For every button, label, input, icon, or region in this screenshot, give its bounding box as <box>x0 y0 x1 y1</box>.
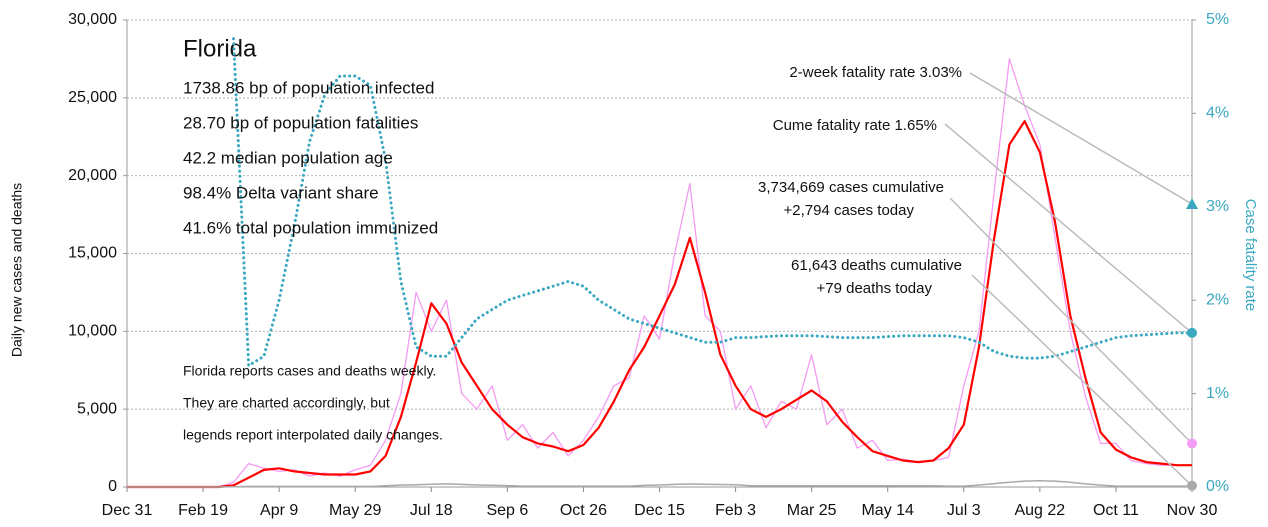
y-axis-title: Daily new cases and deaths <box>9 183 25 357</box>
leader-line <box>969 72 1193 205</box>
x-tick-label: May 14 <box>861 502 914 519</box>
x-tick-label: Jul 3 <box>947 502 981 519</box>
y2-tick-label: 5% <box>1206 11 1229 28</box>
y-tick-label: 20,000 <box>68 167 117 184</box>
info-line: 28.70 bp of population fatalities <box>183 113 418 132</box>
note-line: They are charted accordingly, but <box>183 395 390 411</box>
y2-tick-label: 2% <box>1206 291 1229 308</box>
info-line: 1738.86 bp of population infected <box>183 78 434 97</box>
marker-label: 2-week fatality rate 3.03% <box>789 64 962 81</box>
marker <box>1187 327 1197 338</box>
note-line: Florida reports cases and deaths weekly. <box>183 363 436 379</box>
x-tick-label: Oct 26 <box>560 502 607 519</box>
info-line: 98.4% Delta variant share <box>183 183 379 202</box>
y-tick-label: 15,000 <box>68 245 117 262</box>
x-tick-label: Aug 22 <box>1014 502 1065 519</box>
y2-axis-title: Case fatality rate <box>1242 199 1259 312</box>
x-tick-label: Feb 19 <box>178 502 228 519</box>
marker-label: 61,643 deaths cumulative <box>791 257 962 274</box>
y2-tick-label: 3% <box>1206 198 1229 215</box>
x-tick-label: Jul 18 <box>410 502 453 519</box>
marker-label: +2,794 cases today <box>783 202 914 219</box>
series-line <box>232 37 1194 368</box>
marker-label: Cume fatality rate 1.65% <box>773 117 937 134</box>
series-line <box>127 480 1192 488</box>
y-tick-label: 10,000 <box>68 323 117 340</box>
x-tick-label: Dec 31 <box>102 502 153 519</box>
y2-tick-label: 1% <box>1206 385 1229 402</box>
x-tick-label: Dec 15 <box>634 502 685 519</box>
leader-line <box>971 274 1193 487</box>
series-line <box>127 120 1192 489</box>
x-tick-label: Apr 9 <box>260 502 298 519</box>
y-tick-label: 5,000 <box>77 400 117 417</box>
note-line: legends report interpolated daily change… <box>183 427 443 443</box>
y-tick-label: 30,000 <box>68 11 117 28</box>
x-tick-label: Sep 6 <box>486 502 528 519</box>
y2-tick-label: 0% <box>1206 478 1229 495</box>
marker <box>1187 438 1197 449</box>
info-line: 41.6% total population immunized <box>183 218 438 237</box>
info-line: 42.2 median population age <box>183 148 393 167</box>
x-tick-label: Feb 3 <box>715 502 756 519</box>
leader-line <box>949 197 1193 445</box>
y-tick-label: 0 <box>108 478 117 495</box>
x-tick-label: May 29 <box>329 502 382 519</box>
marker-label: +79 deaths today <box>816 280 932 297</box>
marker <box>1187 480 1197 491</box>
marker <box>1186 197 1198 209</box>
x-tick-label: Mar 25 <box>787 502 837 519</box>
chart-title: Florida <box>183 35 257 62</box>
x-tick-label: Nov 30 <box>1167 502 1218 519</box>
series-line <box>127 58 1192 488</box>
leader-line <box>944 123 1193 334</box>
marker-label: 3,734,669 cases cumulative <box>758 179 944 196</box>
y-tick-label: 25,000 <box>68 89 117 106</box>
y2-tick-label: 4% <box>1206 105 1229 122</box>
x-tick-label: Oct 11 <box>1093 502 1139 519</box>
